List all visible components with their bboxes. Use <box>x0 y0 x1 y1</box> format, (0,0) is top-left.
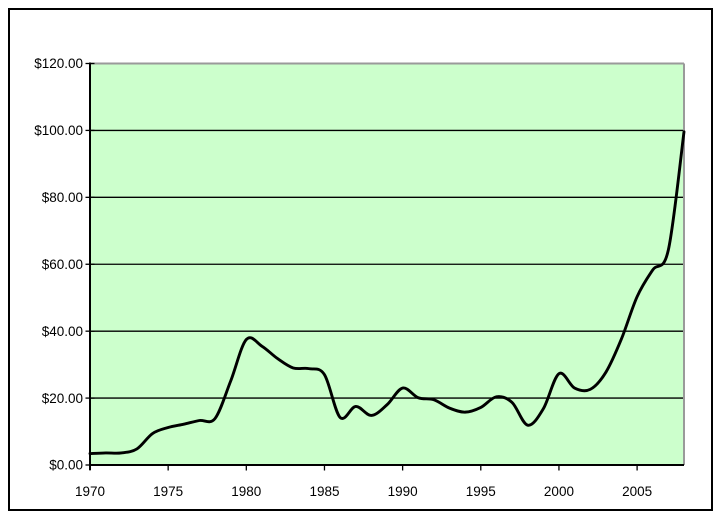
x-axis-tick-label: 1990 <box>388 484 418 499</box>
y-axis-tick-label: $40.00 <box>42 324 83 339</box>
x-axis-tick-label: 1980 <box>231 484 261 499</box>
y-axis-tick-label: $0.00 <box>49 458 83 473</box>
outer-border <box>8 8 713 511</box>
x-axis-tick-label: 1970 <box>75 484 105 499</box>
y-axis-tick-label: $80.00 <box>42 190 83 205</box>
y-axis-tick-label: $100.00 <box>34 123 83 138</box>
x-axis-tick-label: 1995 <box>466 484 496 499</box>
y-axis-tick-label: $60.00 <box>42 257 83 272</box>
x-axis-tick-label: 1975 <box>153 484 183 499</box>
x-axis-tick-label: 2000 <box>544 484 574 499</box>
x-axis-tick-label: 1985 <box>309 484 339 499</box>
x-axis-tick-label: 2005 <box>622 484 652 499</box>
price-line <box>88 130 686 456</box>
y-axis-tick-label: $20.00 <box>42 391 83 406</box>
y-axis-tick-label: $120.00 <box>34 56 83 71</box>
